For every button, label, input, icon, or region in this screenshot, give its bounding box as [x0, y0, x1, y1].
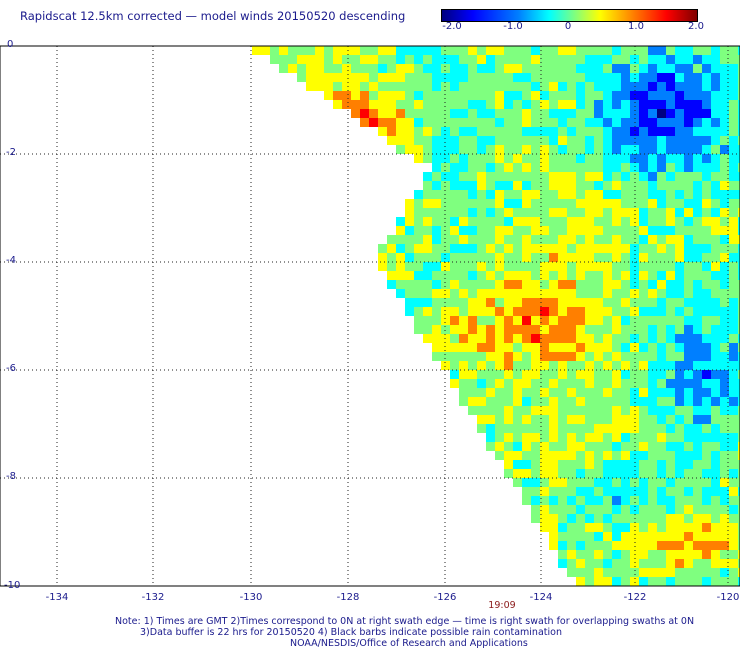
colorbar — [441, 9, 698, 22]
lon-label: -132 — [141, 592, 165, 603]
map-frame — [0, 45, 740, 587]
lon-label: -124 — [529, 592, 553, 603]
lon-label: -128 — [336, 592, 360, 603]
lon-label: -130 — [239, 592, 263, 603]
lon-label: -122 — [623, 592, 647, 603]
colorbar-tick: -1.0 — [503, 21, 523, 32]
lat-label: -8 — [6, 471, 16, 482]
lat-label: 0 — [7, 39, 14, 50]
lat-label: -6 — [6, 363, 16, 374]
colorbar-tick: 0 — [564, 21, 572, 32]
lat-label: -10 — [4, 580, 21, 591]
colorbar-tick: 1.0 — [628, 21, 644, 32]
wind-difference-map — [0, 45, 740, 587]
lat-label: -4 — [6, 255, 16, 266]
lat-label: -2 — [6, 147, 16, 158]
footnote-line-3: NOAA/NESDIS/Office of Research and Appli… — [290, 638, 528, 649]
overpass-time: 19:09 — [488, 600, 516, 611]
colorbar-tick: -2.0 — [442, 21, 462, 32]
lon-label: -134 — [45, 592, 69, 603]
colorbar-tick: 2.0 — [688, 21, 704, 32]
wind-difference-swath — [252, 46, 740, 586]
lon-label: -120 — [716, 592, 740, 603]
footnote-line-1: Note: 1) Times are GMT 2)Times correspon… — [115, 616, 695, 627]
plot-title: Rapidscat 12.5km corrected — model winds… — [20, 9, 406, 23]
lon-label: -126 — [433, 592, 457, 603]
footnote-line-2: 3)Data buffer is 22 hrs for 20150520 4) … — [140, 627, 562, 638]
